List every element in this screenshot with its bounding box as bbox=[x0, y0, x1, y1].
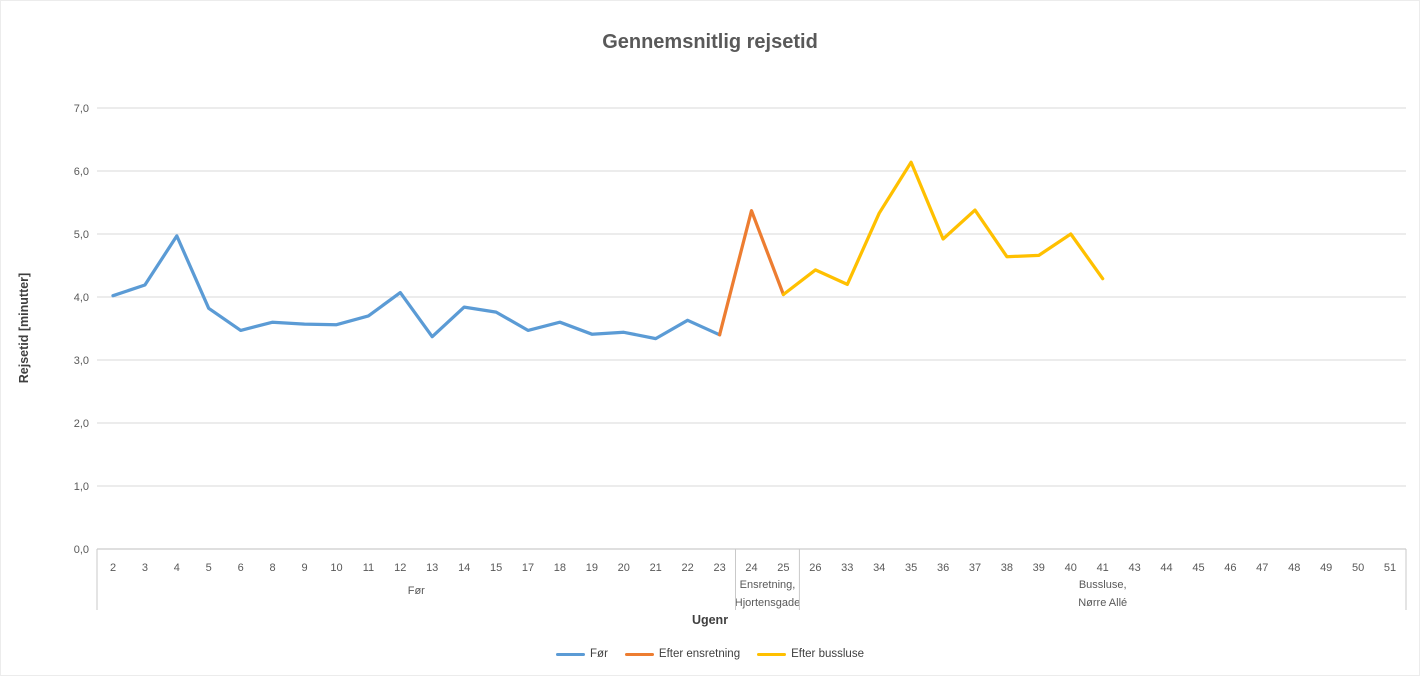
x-group-label: Før bbox=[408, 585, 425, 597]
y-tick-label: 4,0 bbox=[74, 292, 89, 304]
legend-line-swatch-efter-bussluse bbox=[757, 652, 787, 656]
x-tick-label: 40 bbox=[1065, 562, 1077, 574]
legend-line-swatch-foer bbox=[556, 652, 586, 656]
x-tick-label: 6 bbox=[238, 562, 244, 574]
x-tick-label: 20 bbox=[618, 562, 630, 574]
y-tick-label: 1,0 bbox=[74, 481, 89, 493]
legend-item-efter-bussluse: Efter bussluse bbox=[757, 648, 864, 660]
x-group-label: Nørre Allé bbox=[1078, 597, 1127, 609]
x-tick-label: 2 bbox=[110, 562, 116, 574]
x-tick-label: 41 bbox=[1097, 562, 1109, 574]
x-tick-label: 39 bbox=[1033, 562, 1045, 574]
x-tick-label: 21 bbox=[650, 562, 662, 574]
x-group-label: Hjortensgade bbox=[735, 597, 800, 609]
x-tick-label: 19 bbox=[586, 562, 598, 574]
legend-label-foer: Før bbox=[590, 648, 608, 660]
x-tick-label: 3 bbox=[142, 562, 148, 574]
x-tick-label: 51 bbox=[1384, 562, 1396, 574]
legend-item-foer: Før bbox=[556, 648, 608, 660]
x-tick-label: 18 bbox=[554, 562, 566, 574]
series-line-2 bbox=[781, 160, 1105, 297]
legend-label-efter-ensretning: Efter ensretning bbox=[658, 648, 741, 660]
y-tick-label: 5,0 bbox=[74, 229, 89, 241]
series-line-1 bbox=[717, 209, 786, 337]
x-tick-label: 5 bbox=[206, 562, 212, 574]
x-group-label: Ensretning, bbox=[740, 579, 796, 591]
x-tick-label: 9 bbox=[301, 562, 307, 574]
x-tick-label: 33 bbox=[841, 562, 853, 574]
y-tick-label: 0,0 bbox=[74, 544, 89, 556]
x-tick-label: 46 bbox=[1224, 562, 1236, 574]
x-tick-label: 36 bbox=[937, 562, 949, 574]
x-tick-label: 23 bbox=[713, 562, 725, 574]
x-tick-label: 11 bbox=[363, 562, 374, 574]
x-tick-label: 50 bbox=[1352, 562, 1364, 574]
x-tick-label: 17 bbox=[522, 562, 534, 574]
x-tick-label: 37 bbox=[969, 562, 981, 574]
x-tick-label: 12 bbox=[394, 562, 406, 574]
x-axis-title: Ugenr bbox=[691, 613, 729, 627]
x-tick-label: 14 bbox=[458, 562, 470, 574]
y-tick-label: 7,0 bbox=[74, 103, 89, 115]
legend: Før Efter ensretning Efter bussluse bbox=[1, 648, 1419, 660]
x-tick-label: 13 bbox=[426, 562, 438, 574]
legend-line-swatch-efter-ensretning bbox=[624, 652, 654, 656]
x-tick-label: 15 bbox=[490, 562, 502, 574]
x-tick-label: 47 bbox=[1256, 562, 1268, 574]
x-tick-label: 22 bbox=[681, 562, 693, 574]
legend-label-efter-bussluse: Efter bussluse bbox=[791, 648, 864, 660]
y-tick-label: 3,0 bbox=[74, 355, 89, 367]
x-tick-label: 25 bbox=[777, 562, 789, 574]
x-tick-label: 4 bbox=[174, 562, 180, 574]
legend-item-efter-ensretning: Efter ensretning bbox=[624, 648, 741, 660]
x-tick-label: 48 bbox=[1288, 562, 1300, 574]
x-tick-label: 34 bbox=[873, 562, 885, 574]
x-tick-label: 38 bbox=[1001, 562, 1013, 574]
series-line-0 bbox=[111, 234, 722, 341]
y-tick-label: 6,0 bbox=[74, 166, 89, 178]
x-tick-label: 26 bbox=[809, 562, 821, 574]
x-group-label: Bussluse, bbox=[1079, 579, 1127, 591]
x-tick-label: 35 bbox=[905, 562, 917, 574]
x-tick-label: 49 bbox=[1320, 562, 1332, 574]
x-tick-label: 43 bbox=[1128, 562, 1140, 574]
y-tick-label: 2,0 bbox=[74, 418, 89, 430]
x-tick-label: 24 bbox=[745, 562, 757, 574]
x-tick-label: 44 bbox=[1160, 562, 1172, 574]
x-tick-label: 8 bbox=[270, 562, 276, 574]
chart-title: Gennemsnitlig rejsetid bbox=[602, 31, 818, 53]
x-tick-label: 10 bbox=[330, 562, 342, 574]
x-tick-label: 45 bbox=[1192, 562, 1204, 574]
